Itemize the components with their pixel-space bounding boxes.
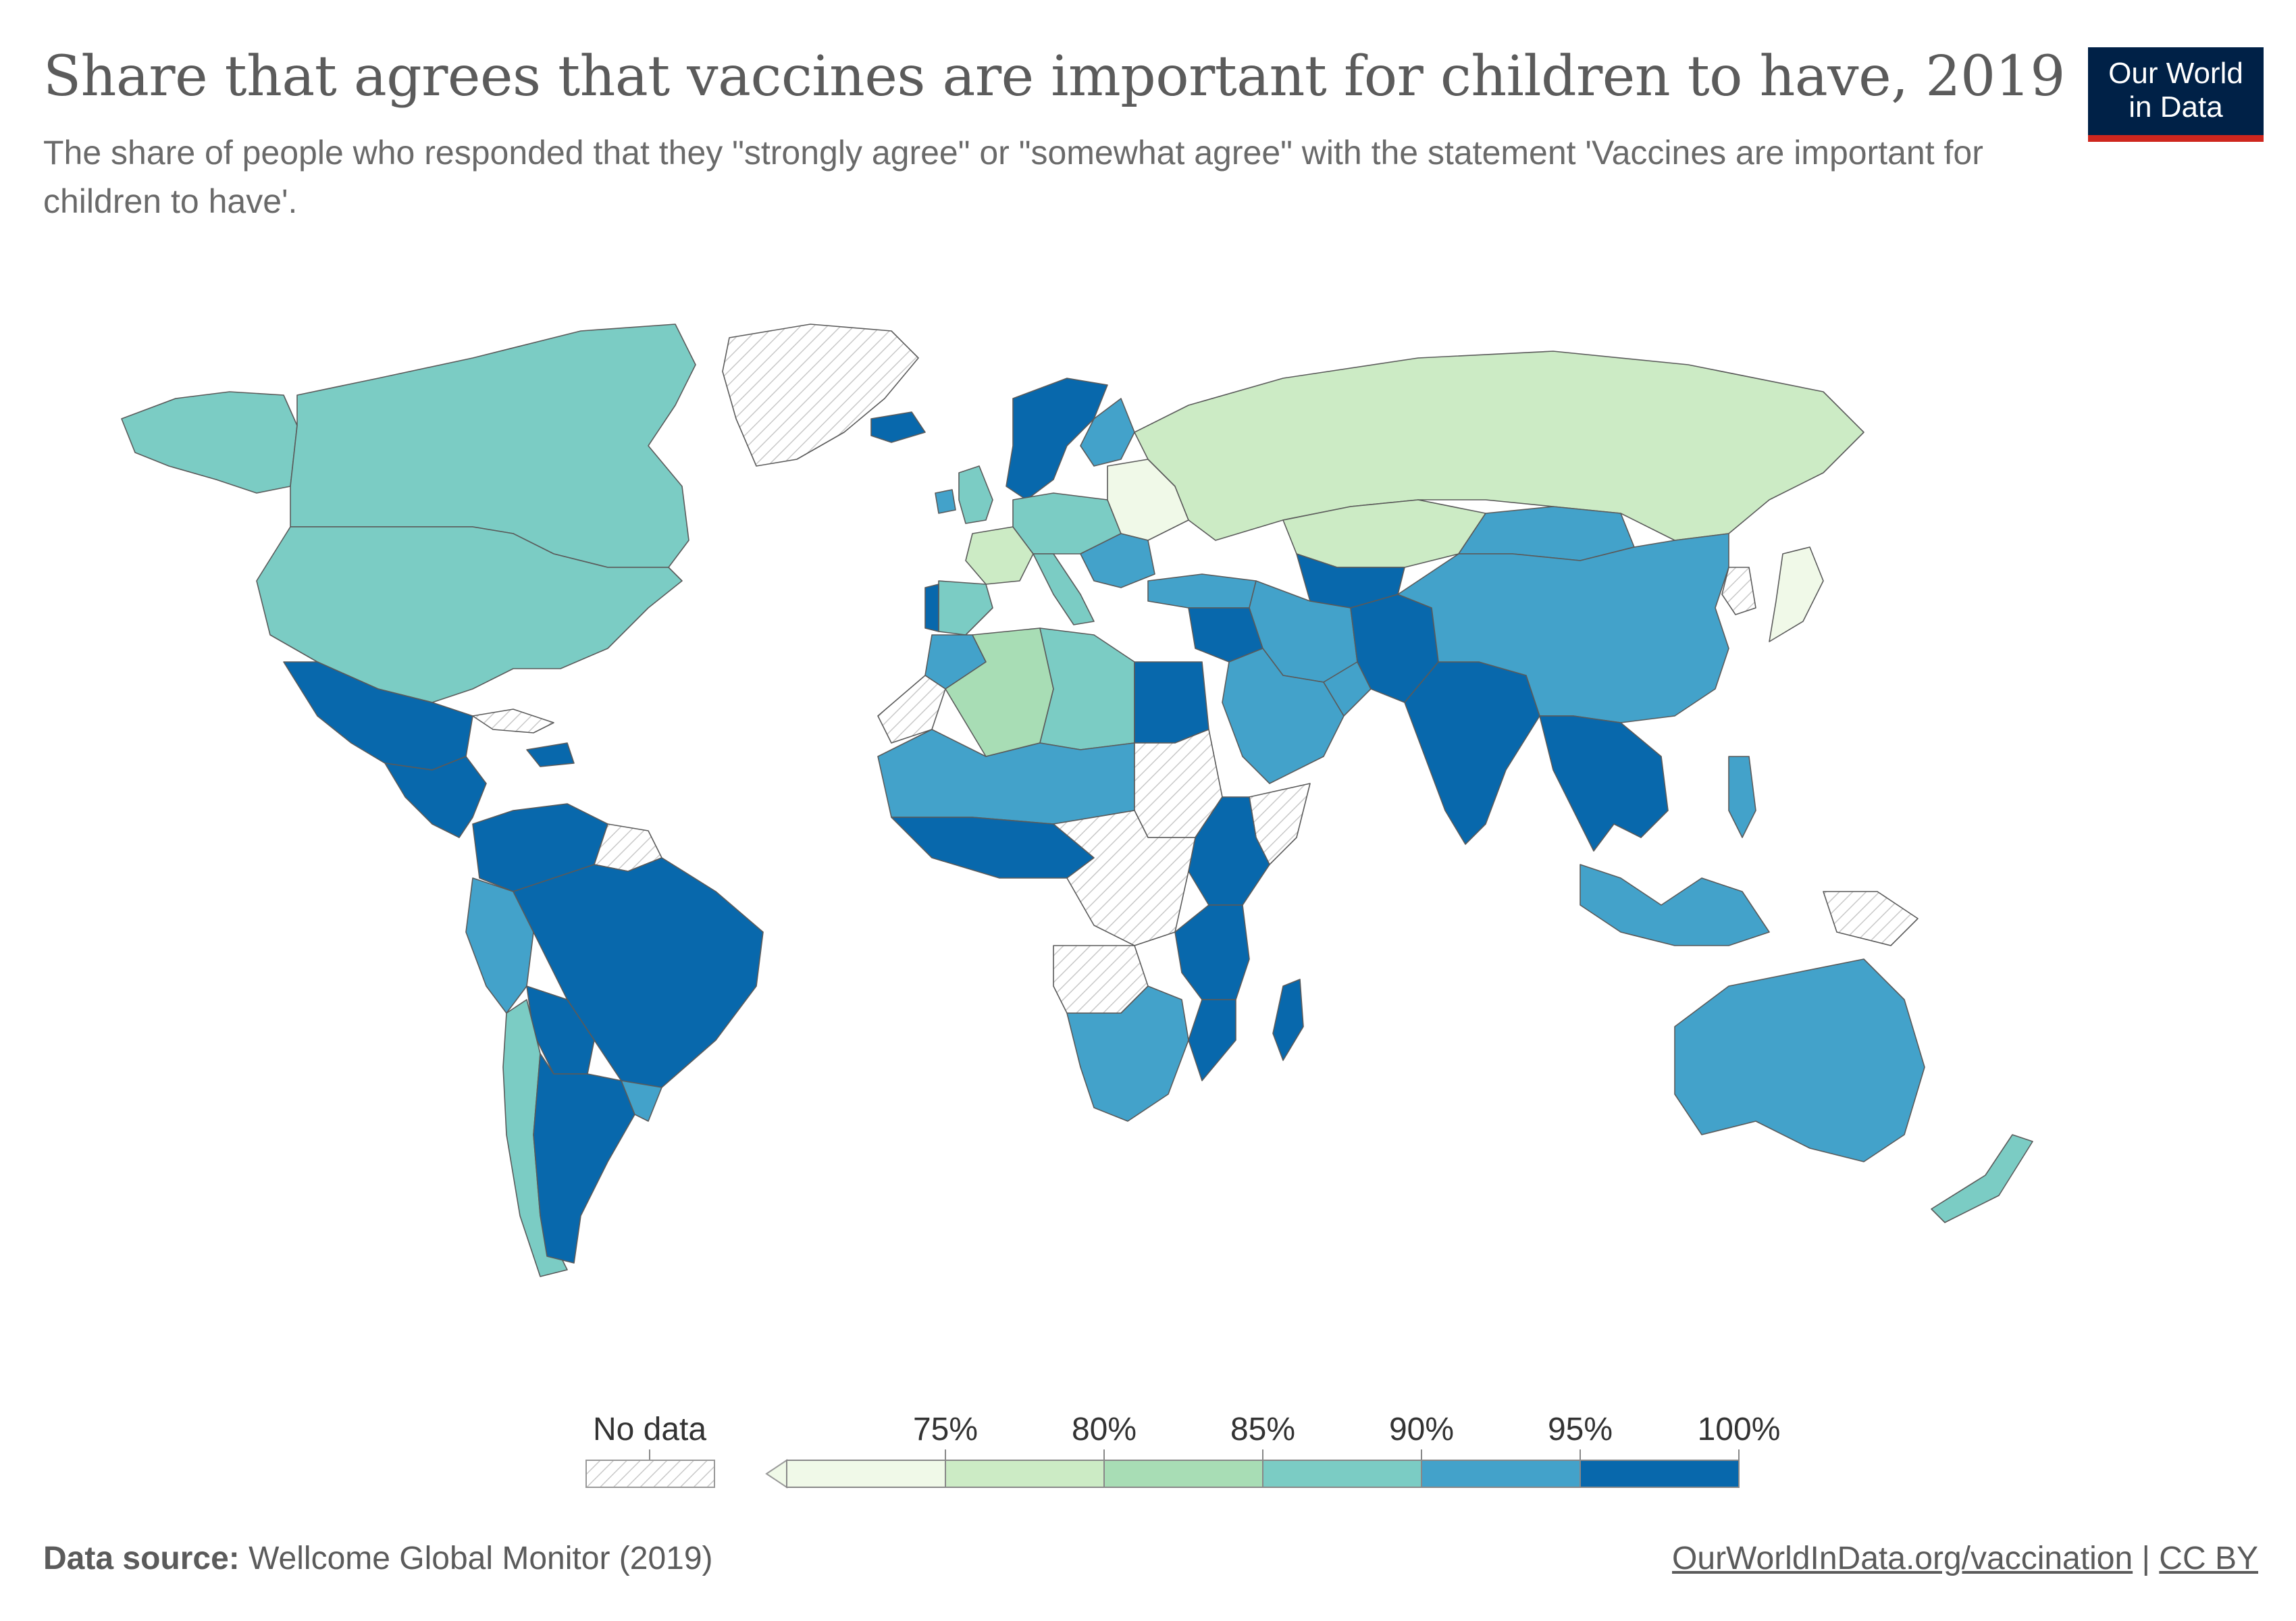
legend-bin-80-85 <box>1103 1460 1263 1488</box>
logo-line-1: Our World <box>2108 57 2243 90</box>
chart-subtitle: The share of people who responded that t… <box>43 134 1983 220</box>
region-balkans[interactable] <box>1080 533 1155 588</box>
region-ireland[interactable] <box>935 489 956 514</box>
region-turkey[interactable] <box>1147 573 1257 609</box>
data-source: Data source: Wellcome Global Monitor (20… <box>43 1540 713 1577</box>
region-indonesia[interactable] <box>1580 864 1770 946</box>
data-source-label: Data source: <box>43 1541 240 1576</box>
region-argentina[interactable] <box>533 1053 635 1264</box>
region-italy[interactable] <box>1033 553 1095 625</box>
region-alaska[interactable] <box>121 391 298 494</box>
legend-bin-75-80 <box>945 1460 1105 1488</box>
region-papua[interactable] <box>1823 891 1919 946</box>
footer-links: OurWorldInData.org/vaccination | CC BY <box>1672 1540 2258 1577</box>
legend-tick-label: 80% <box>1072 1412 1137 1447</box>
region-india[interactable] <box>1404 661 1540 845</box>
region-central-america[interactable] <box>384 756 487 838</box>
legend-no-data-label: No data <box>593 1412 706 1447</box>
license-link[interactable]: CC BY <box>2159 1541 2258 1576</box>
logo-line-2: in Data <box>2129 91 2223 124</box>
legend-tick-label: 90% <box>1389 1412 1454 1447</box>
region-east-africa[interactable] <box>1174 904 1250 1000</box>
region-arabia[interactable] <box>1222 648 1345 784</box>
world-map <box>0 284 2296 1364</box>
region-china[interactable] <box>1397 533 1729 723</box>
legend-tick-label: 100% <box>1698 1412 1781 1447</box>
region-uruguay[interactable] <box>621 1080 662 1122</box>
map-legend: No data 75% 80% 85% 90% 95% 100% <box>0 1391 2296 1513</box>
data-source-text: Wellcome Global Monitor (2019) <box>249 1541 713 1576</box>
region-uk[interactable] <box>958 465 993 524</box>
source-link[interactable]: OurWorldInData.org/vaccination <box>1672 1541 2133 1576</box>
region-philippines[interactable] <box>1728 756 1756 838</box>
legend-bin-85-90 <box>1262 1460 1422 1488</box>
region-libya[interactable] <box>1039 627 1135 750</box>
region-iceland[interactable] <box>870 411 926 443</box>
region-iberia[interactable] <box>938 580 993 636</box>
legend-tick-label: 75% <box>913 1412 978 1447</box>
region-greenland[interactable] <box>722 324 919 467</box>
region-cuba[interactable] <box>472 709 554 734</box>
region-ethiopia-kenya[interactable] <box>1188 796 1270 906</box>
region-scandinavia[interactable] <box>1006 378 1108 500</box>
legend-tick-label: 85% <box>1230 1412 1295 1447</box>
owid-logo[interactable]: Our World in Data <box>2088 47 2264 142</box>
footer-separator: | <box>2141 1541 2150 1576</box>
region-new-zealand[interactable] <box>1931 1134 2033 1223</box>
legend-no-data-swatch <box>585 1460 715 1488</box>
region-southeast-asia[interactable] <box>1539 715 1669 852</box>
legend-bin-lt75 <box>786 1460 946 1488</box>
region-madagascar[interactable] <box>1272 979 1304 1061</box>
chart-title: Share that agrees that vaccines are impo… <box>43 45 2065 109</box>
legend-bin-90-95 <box>1421 1460 1581 1488</box>
region-mongolia[interactable] <box>1458 506 1635 561</box>
legend-tick-label: 95% <box>1548 1412 1613 1447</box>
region-korea[interactable] <box>1721 567 1756 615</box>
region-finland[interactable] <box>1080 398 1135 467</box>
region-japan[interactable] <box>1769 546 1824 642</box>
region-portugal[interactable] <box>924 584 939 632</box>
legend-bin-95-100 <box>1580 1460 1740 1488</box>
region-chile[interactable] <box>502 999 568 1277</box>
region-hispaniola[interactable] <box>526 742 575 767</box>
region-mozambique[interactable] <box>1188 999 1236 1081</box>
region-australia[interactable] <box>1674 958 1925 1162</box>
region-southern-africa[interactable] <box>1066 985 1189 1122</box>
region-western-sahara[interactable] <box>877 675 946 744</box>
region-egypt[interactable] <box>1134 661 1209 744</box>
legend-arrow-tip <box>765 1459 787 1489</box>
